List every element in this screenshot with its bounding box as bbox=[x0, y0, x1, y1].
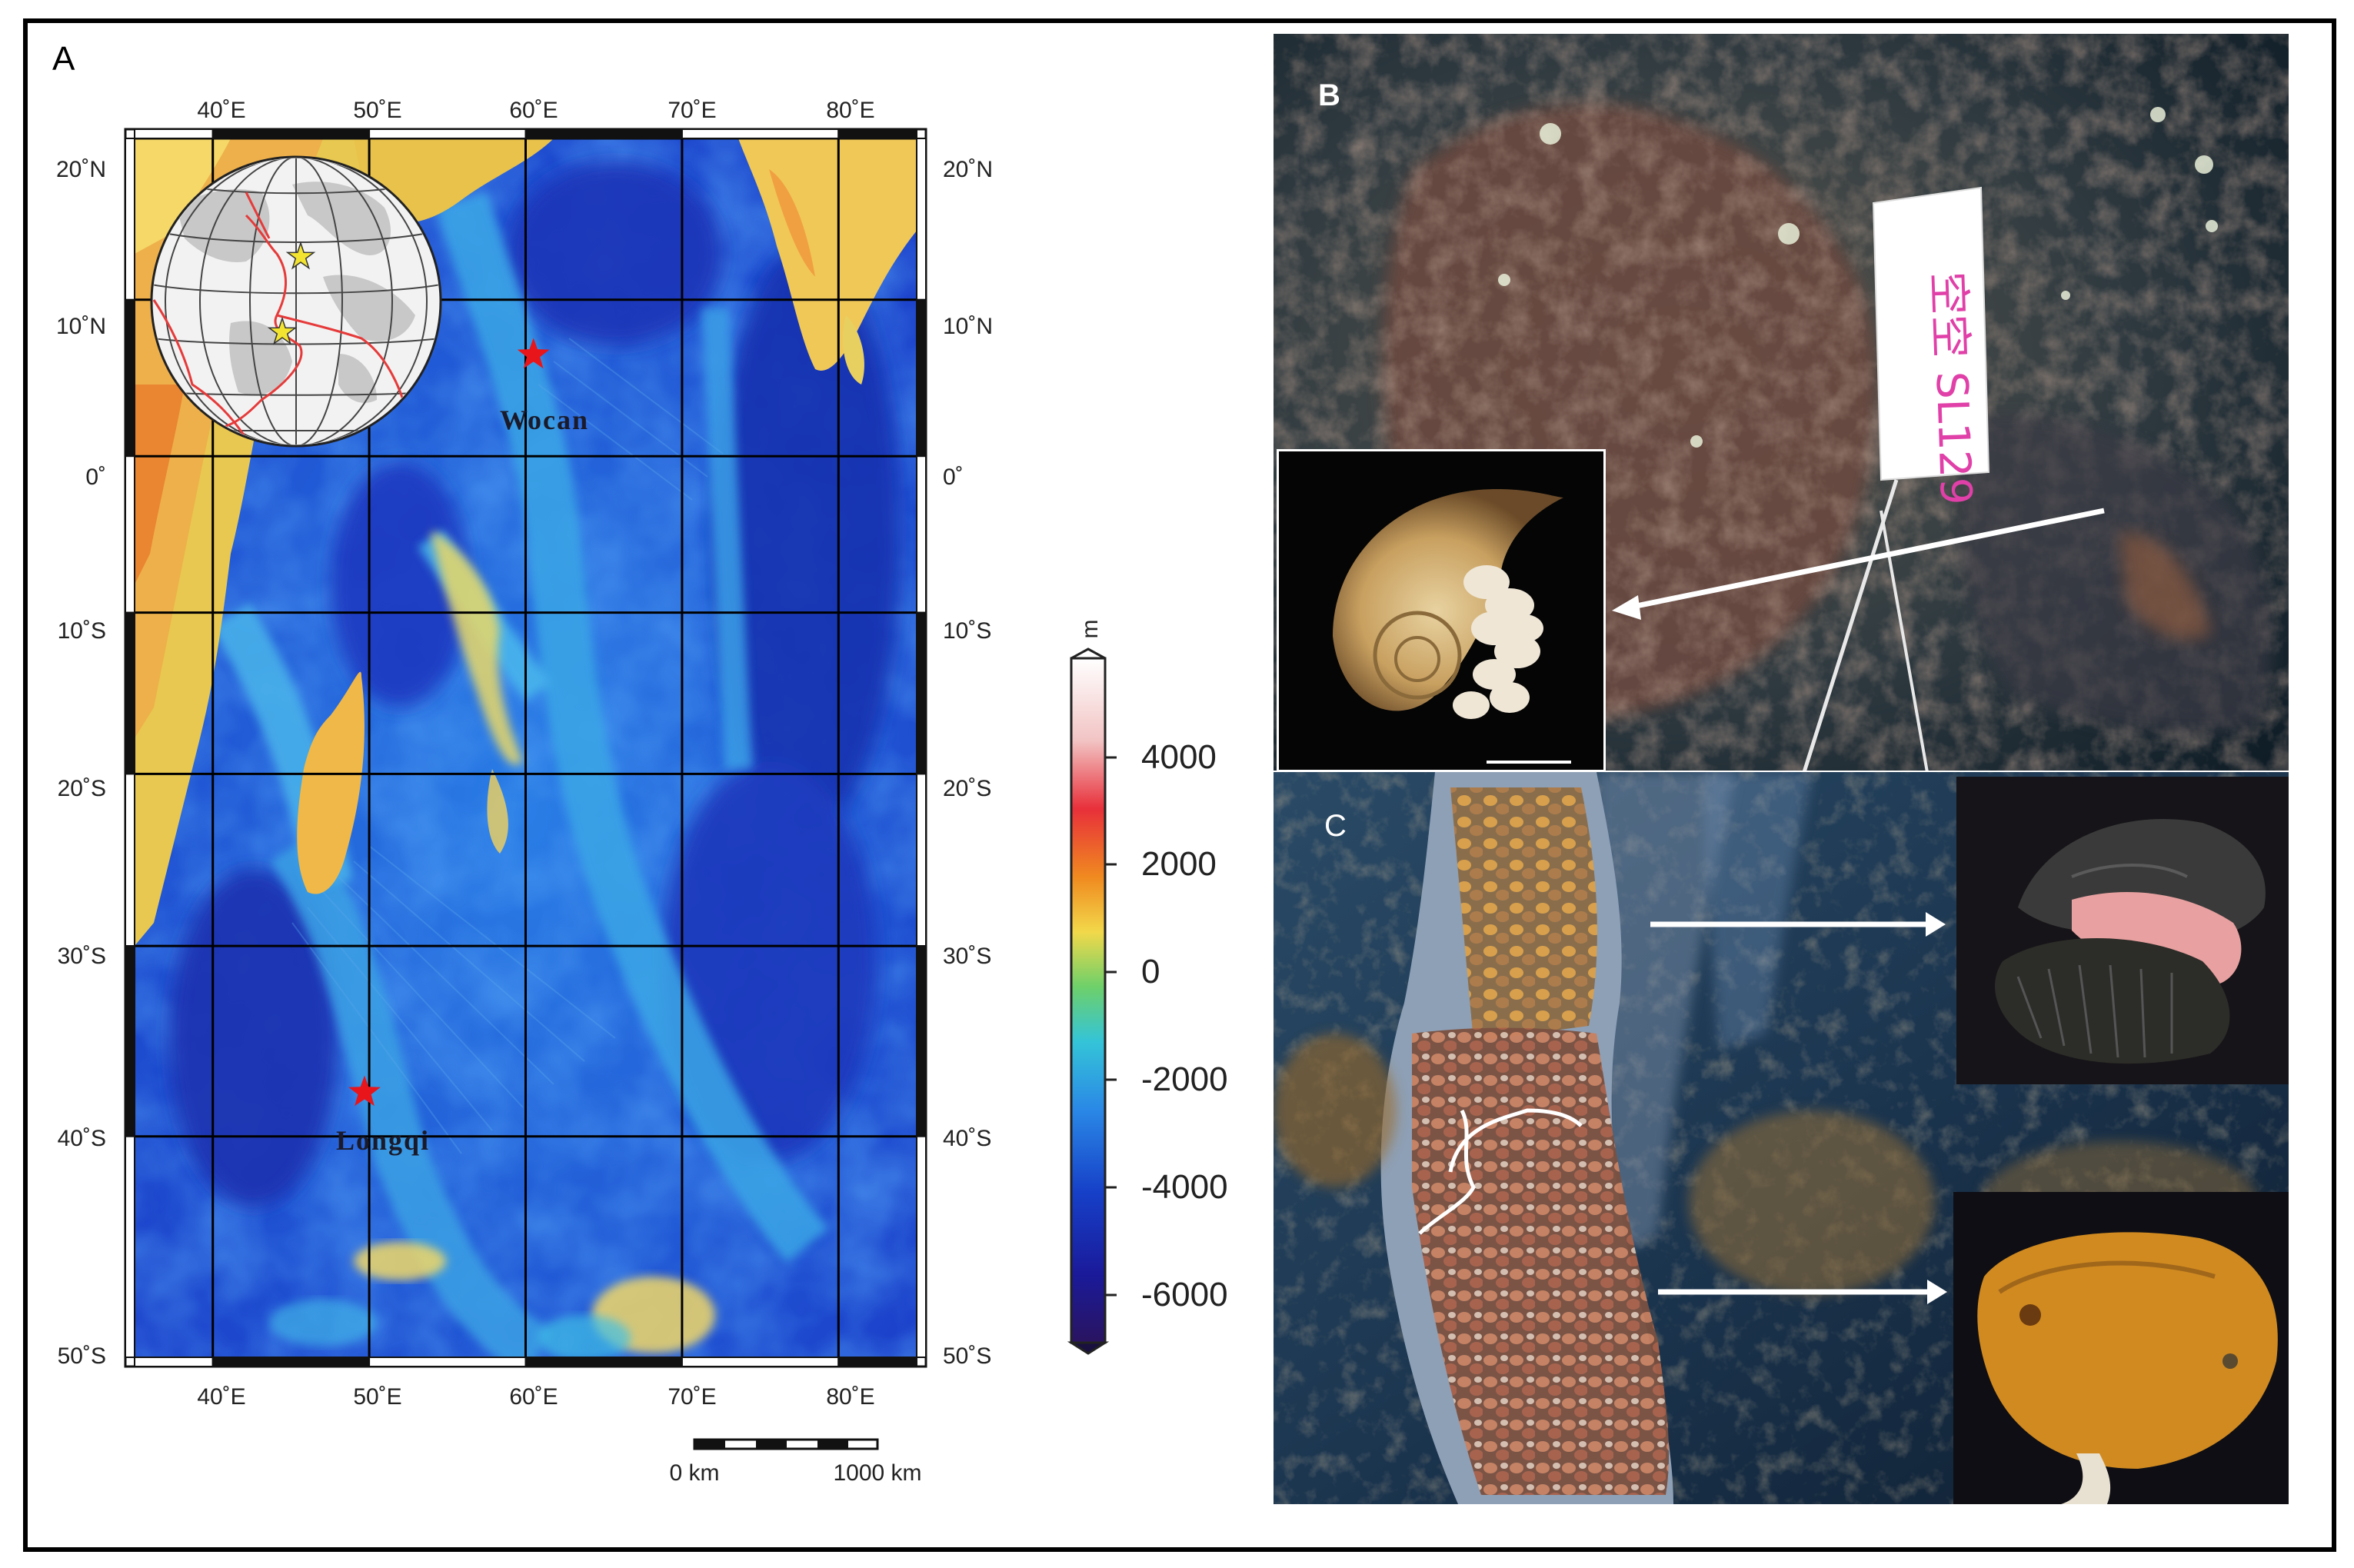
site-markers bbox=[348, 338, 550, 1107]
site-star-longqi bbox=[348, 1075, 381, 1107]
depth-colorbar: m 4000 2000 0 -2000 -4000 -6000 bbox=[1067, 620, 1228, 1355]
lat-label-left: 50˚S bbox=[58, 1343, 106, 1369]
frame-segment bbox=[681, 128, 840, 139]
panel-a-label: A bbox=[52, 40, 75, 78]
frame-segment bbox=[916, 1135, 927, 1359]
colorbar-tick-label: 2000 bbox=[1141, 845, 1217, 883]
graticule bbox=[135, 138, 917, 1357]
frame-segment bbox=[681, 1357, 840, 1367]
india-land bbox=[738, 138, 917, 385]
colorbar-tick-label: 4000 bbox=[1141, 738, 1217, 776]
frame-segment bbox=[368, 1357, 527, 1367]
frame-segment bbox=[916, 611, 927, 775]
site-label-longqi: Longqi bbox=[336, 1125, 430, 1156]
lon-label-top: 40˚E bbox=[197, 98, 245, 123]
frame-segment bbox=[211, 128, 371, 139]
globe-star-icon bbox=[285, 241, 316, 270]
frame-segment bbox=[916, 455, 927, 614]
lon-label-bottom: 60˚E bbox=[509, 1384, 558, 1410]
inset-scaly-foot-snail-orange bbox=[1953, 1192, 2289, 1504]
frame-segment bbox=[125, 773, 135, 947]
lat-label-left: 40˚S bbox=[58, 1126, 106, 1151]
frame-segment bbox=[524, 128, 683, 139]
lat-label-right: 20˚S bbox=[943, 776, 991, 801]
lon-label-top: 60˚E bbox=[509, 98, 558, 123]
colorbar-tick-label: 0 bbox=[1141, 953, 1160, 990]
inset-snail-shell bbox=[1277, 449, 1606, 771]
marker-sign: 空空 SL129 bbox=[1803, 186, 1990, 771]
frame-segment bbox=[916, 773, 927, 947]
frame-segment bbox=[134, 128, 214, 139]
photo-c-chimney: C bbox=[1274, 772, 2289, 1504]
photo-b-vent-field: 空空 SL129 bbox=[1274, 34, 2289, 771]
frame-segment bbox=[125, 298, 135, 458]
panel-b-label: B bbox=[1318, 78, 1340, 112]
lon-label-top: 80˚E bbox=[826, 98, 874, 123]
colorbar-tick-label: -2000 bbox=[1141, 1060, 1228, 1098]
lat-label-right: 20˚N bbox=[943, 157, 993, 182]
frame-segment bbox=[125, 1135, 135, 1359]
colorbar-tick-label: -4000 bbox=[1141, 1168, 1228, 1206]
lon-label-bottom: 80˚E bbox=[826, 1384, 874, 1410]
arabia-land bbox=[354, 138, 554, 224]
frame-segment bbox=[916, 138, 927, 301]
lat-label-left: 20˚S bbox=[58, 776, 106, 801]
lat-label-left: 20˚N bbox=[56, 157, 106, 182]
scale-bar: 0 km 1000 km bbox=[669, 1438, 922, 1486]
marker-text: 空空 SL129 bbox=[1923, 271, 1981, 506]
site-star-wocan bbox=[517, 338, 550, 369]
scale-bar-start: 0 km bbox=[669, 1460, 719, 1486]
frame-segment bbox=[837, 1357, 918, 1367]
lon-label-top: 50˚E bbox=[353, 98, 401, 123]
frame-segment bbox=[125, 138, 135, 301]
lat-label-left: 0˚ bbox=[85, 464, 106, 490]
frame-segment bbox=[524, 1357, 683, 1367]
lon-label-bottom: 50˚E bbox=[353, 1384, 401, 1410]
map-body bbox=[135, 138, 917, 1357]
lat-label-right: 10˚S bbox=[943, 618, 991, 644]
lat-label-right: 30˚S bbox=[943, 944, 991, 969]
map-frame bbox=[124, 128, 927, 1368]
lon-label-top: 70˚E bbox=[668, 98, 716, 123]
frame-segment bbox=[134, 1357, 214, 1367]
lon-label-bottom: 70˚E bbox=[668, 1384, 716, 1410]
lat-label-left: 30˚S bbox=[58, 944, 106, 969]
lat-label-right: 50˚S bbox=[943, 1343, 991, 1369]
inset-scaly-foot-snail-black bbox=[1956, 777, 2289, 1084]
lon-label-bottom: 40˚E bbox=[197, 1384, 245, 1410]
globe-star-icon bbox=[267, 316, 298, 345]
frame-segment bbox=[916, 945, 927, 1137]
frame-segment bbox=[125, 611, 135, 775]
site-label-wocan: Wocan bbox=[500, 404, 589, 435]
lat-label-right: 0˚ bbox=[943, 464, 964, 490]
frame-segment bbox=[211, 1357, 371, 1367]
colorbar-tick-label: -6000 bbox=[1141, 1276, 1228, 1313]
frame-segment bbox=[837, 128, 918, 139]
scale-bar-end: 1000 km bbox=[833, 1460, 921, 1486]
lat-label-left: 10˚S bbox=[58, 618, 106, 644]
frame-segment bbox=[125, 945, 135, 1137]
madagascar-land bbox=[297, 671, 365, 894]
axis-labels: 40˚E 50˚E 60˚E 70˚E 80˚E 40˚E 50˚E 60˚E … bbox=[56, 98, 993, 1410]
lat-label-left: 10˚N bbox=[56, 314, 106, 339]
globe-inset bbox=[150, 155, 442, 448]
panel-c-label: C bbox=[1324, 809, 1347, 843]
colorbar-unit: m bbox=[1077, 620, 1103, 639]
lat-label-right: 40˚S bbox=[943, 1126, 991, 1151]
lat-label-right: 10˚N bbox=[943, 314, 993, 339]
frame-segment bbox=[916, 298, 927, 458]
frame-segment bbox=[368, 128, 527, 139]
frame-segment bbox=[125, 455, 135, 614]
